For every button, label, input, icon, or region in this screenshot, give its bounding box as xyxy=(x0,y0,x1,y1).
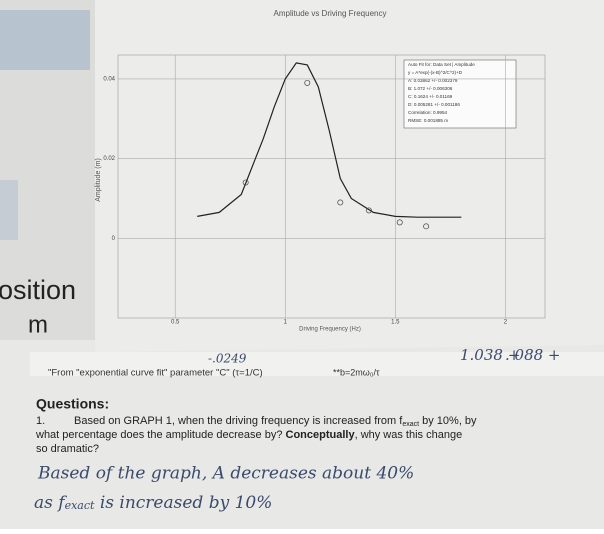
x-tick-label: 2 xyxy=(504,320,508,326)
fit-box: Auto Fit for: Data Set | Amplitude y = A*… xyxy=(403,59,517,129)
fit-curve xyxy=(197,62,462,218)
x-tick-label: 1.5 xyxy=(391,320,400,326)
chart-sheet xyxy=(95,0,604,352)
answer-text: is increased by 10% xyxy=(94,493,272,513)
question-text: , why was this change xyxy=(355,429,463,441)
handwriting: . 088 + xyxy=(505,346,561,364)
question-number: 1. xyxy=(36,415,45,427)
fit-box-line: Correlation: 0.9954 xyxy=(408,110,448,115)
data-point xyxy=(337,199,344,206)
handwriting: -.0249 xyxy=(208,352,247,366)
questions-heading: Questions: xyxy=(36,396,109,412)
question-line: Based on GRAPH 1, when the driving frequ… xyxy=(74,415,477,428)
x-axis-label: Driving Frequency (Hz) xyxy=(299,327,361,333)
data-point xyxy=(423,223,430,230)
question-bold: Conceptually xyxy=(286,429,356,441)
left-table xyxy=(0,10,90,70)
question-line: so dramatic? xyxy=(36,443,99,455)
fit-box-line: RMSE: 0.001885 m xyxy=(408,118,448,123)
x-tick-label: 0.5 xyxy=(171,320,180,326)
strip-text: "From "exponential curve fit" parameter … xyxy=(48,368,263,379)
y-axis-label: Amplitude (m) xyxy=(95,158,102,202)
fit-box-line: Auto Fit for: Data Set | Amplitude xyxy=(408,62,475,67)
answer-text: as f xyxy=(34,493,67,513)
chart-title: Amplitude vs Driving Frequency xyxy=(274,9,387,18)
left-strip xyxy=(0,180,18,240)
left-unit: m xyxy=(28,311,48,338)
data-point xyxy=(242,179,249,186)
fit-box-line: A: 0.03862 +/- 0.002379 xyxy=(408,78,458,83)
fit-box-line: C: 0.1624 +/- 0.01169 xyxy=(408,94,453,99)
fit-box-frame xyxy=(403,59,517,129)
fit-box-line: D: 0.005281 +/- 0.001186 xyxy=(408,102,460,107)
question-subscript: exact xyxy=(402,421,419,428)
fit-box-line: B: 1.072 +/- 0.006306 xyxy=(408,86,453,91)
answer-line: Based of the graph, A decreases about 40… xyxy=(37,464,414,484)
answer-line: as fexact is increased by 10% xyxy=(34,493,272,513)
y-tick-label: 0 xyxy=(112,236,116,242)
handwriting: 1.038 + xyxy=(460,346,520,364)
answer-subscript: exact xyxy=(65,499,95,512)
data-point xyxy=(304,79,311,86)
question-line: what percentage does the amplitude decre… xyxy=(35,429,462,441)
y-tick-label: 0.04 xyxy=(103,76,115,82)
x-tick-label: 1 xyxy=(284,320,288,326)
y-tick-label: 0.02 xyxy=(103,156,115,162)
data-point xyxy=(365,207,372,214)
fit-box-line: y = A*exp(-(x-B)^2/C^2)+D xyxy=(408,70,463,75)
strip-formula: **b=2mω₀/τ xyxy=(333,367,380,377)
question-text: what percentage does the amplitude decre… xyxy=(35,429,286,441)
question-text: by 10%, by xyxy=(419,415,477,427)
question-text: Based on GRAPH 1, when the driving frequ… xyxy=(74,415,403,427)
plot-frame xyxy=(117,54,546,319)
left-word: osition xyxy=(0,275,76,305)
data-point xyxy=(396,219,403,226)
strip-band xyxy=(30,352,604,376)
